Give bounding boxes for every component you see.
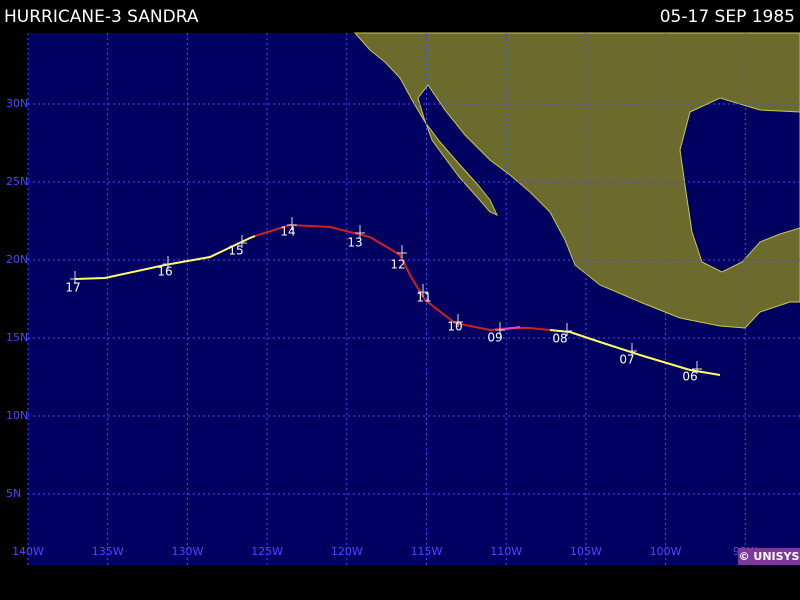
credit: © UNISYS xyxy=(739,550,800,563)
latitude-label: 20N xyxy=(6,253,28,266)
day-label: 09 xyxy=(487,331,502,345)
day-label: 11 xyxy=(416,291,431,305)
latitude-label: 30N xyxy=(6,97,28,110)
credit-badge xyxy=(738,548,800,565)
day-label: 08 xyxy=(552,332,567,346)
gulf-of-mexico xyxy=(679,97,800,273)
latitude-label: 10N xyxy=(6,409,28,422)
day-label: 17 xyxy=(65,281,80,295)
track-yellow-west xyxy=(74,235,256,280)
latitude-label: 15N xyxy=(6,331,28,344)
storm-dates: 05-17 SEP 1985 xyxy=(660,7,795,27)
day-label: 13 xyxy=(347,236,362,250)
day-label: 14 xyxy=(280,225,295,239)
track-labels: 17 16 15 14 13 12 11 10 09 08 07 06 xyxy=(65,217,702,384)
land xyxy=(353,32,800,329)
day-label: 06 xyxy=(682,370,697,384)
longitude-label: 135W xyxy=(92,545,124,558)
storm-title: HURRICANE-3 SANDRA xyxy=(4,7,199,27)
longitude-label: 140W xyxy=(12,545,44,558)
day-label: 07 xyxy=(619,353,634,367)
day-label: 12 xyxy=(390,258,405,272)
longitude-label: 105W xyxy=(570,545,602,558)
longitude-label: 120W xyxy=(331,545,363,558)
day-label: 16 xyxy=(157,265,172,279)
day-label: 15 xyxy=(228,244,243,258)
longitude-label: 125W xyxy=(251,545,283,558)
longitude-label: 130W xyxy=(171,545,203,558)
longitude-label: 110W xyxy=(490,545,522,558)
latitude-label: 5N xyxy=(6,487,21,500)
longitude-label: 115W xyxy=(411,545,443,558)
latitude-label: 25N xyxy=(6,175,28,188)
day-label: 10 xyxy=(447,320,462,334)
longitude-label: 100W xyxy=(650,545,682,558)
graticule: 30N 25N 20N 15N 10N 5N 140W 135W 130W 125W 120W 115… xyxy=(6,33,800,565)
